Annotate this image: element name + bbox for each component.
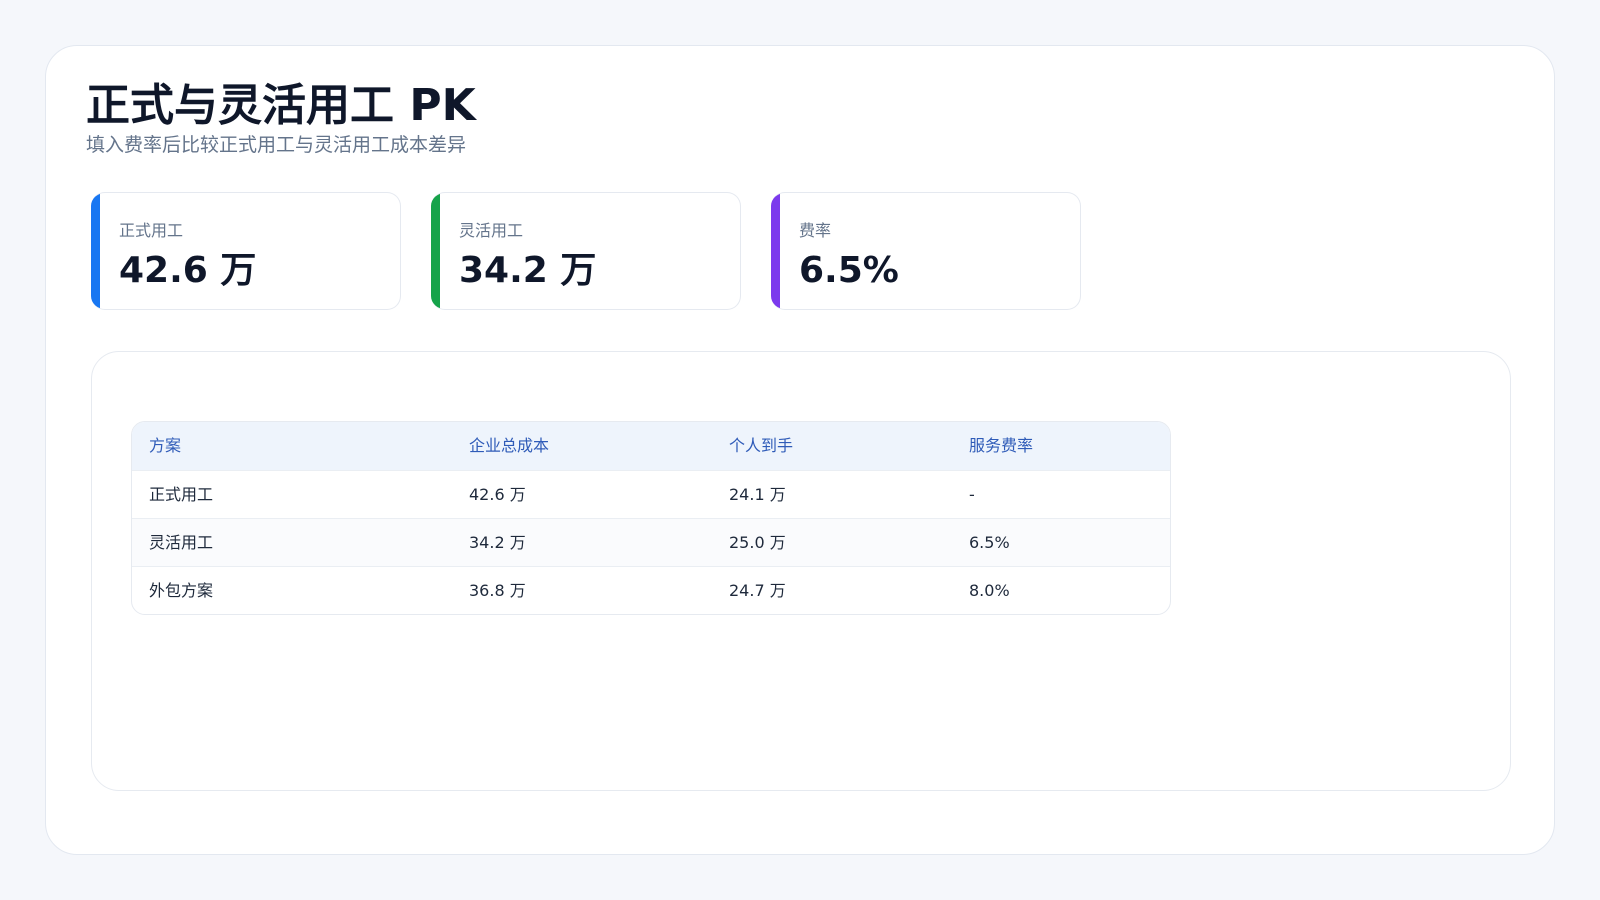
cell-total-cost: 34.2 万 (469, 533, 526, 552)
table-header-row: 方案 企业总成本 个人到手 服务费率 (132, 422, 1170, 470)
column-header-service-rate: 服务费率 (969, 436, 1034, 455)
summary-card-formal: 正式用工 42.6 万 (91, 192, 401, 310)
column-header-total-cost: 企业总成本 (469, 436, 550, 455)
comparison-panel: 方案 企业总成本 个人到手 服务费率 正式用工 42.6 万 24.1 万 - … (91, 351, 1511, 791)
cell-total-cost: 36.8 万 (469, 581, 526, 600)
summary-card-flexible: 灵活用工 34.2 万 (431, 192, 741, 310)
table-row: 外包方案 36.8 万 24.7 万 8.0% (132, 566, 1170, 614)
table-row: 正式用工 42.6 万 24.1 万 - (132, 470, 1170, 518)
column-header-plan: 方案 (149, 436, 182, 455)
card-value: 42.6 万 (119, 250, 257, 291)
comparison-table: 方案 企业总成本 个人到手 服务费率 正式用工 42.6 万 24.1 万 - … (131, 421, 1171, 615)
cell-net-pay: 25.0 万 (729, 533, 786, 552)
page-title: 正式与灵活用工 PK (86, 80, 476, 131)
card-value: 6.5% (799, 250, 899, 291)
cell-service-rate: - (969, 485, 975, 504)
page-subtitle: 填入费率后比较正式用工与灵活用工成本差异 (86, 134, 467, 156)
column-header-net-pay: 个人到手 (729, 436, 794, 455)
card-value: 34.2 万 (459, 250, 597, 291)
cell-net-pay: 24.1 万 (729, 485, 786, 504)
cell-net-pay: 24.7 万 (729, 581, 786, 600)
summary-card-rate: 费率 6.5% (771, 192, 1081, 310)
cell-plan: 外包方案 (149, 581, 214, 600)
cell-plan: 正式用工 (149, 485, 214, 504)
card-label: 灵活用工 (459, 221, 524, 240)
cell-total-cost: 42.6 万 (469, 485, 526, 504)
main-panel: 正式与灵活用工 PK 填入费率后比较正式用工与灵活用工成本差异 正式用工 42.… (45, 45, 1555, 855)
cell-plan: 灵活用工 (149, 533, 214, 552)
card-accent-bar (431, 193, 440, 309)
card-accent-bar (771, 193, 780, 309)
table-row: 灵活用工 34.2 万 25.0 万 6.5% (132, 518, 1170, 566)
card-label: 正式用工 (119, 221, 184, 240)
card-accent-bar (91, 193, 100, 309)
cell-service-rate: 6.5% (969, 533, 1010, 552)
card-label: 费率 (799, 221, 832, 240)
cell-service-rate: 8.0% (969, 581, 1010, 600)
